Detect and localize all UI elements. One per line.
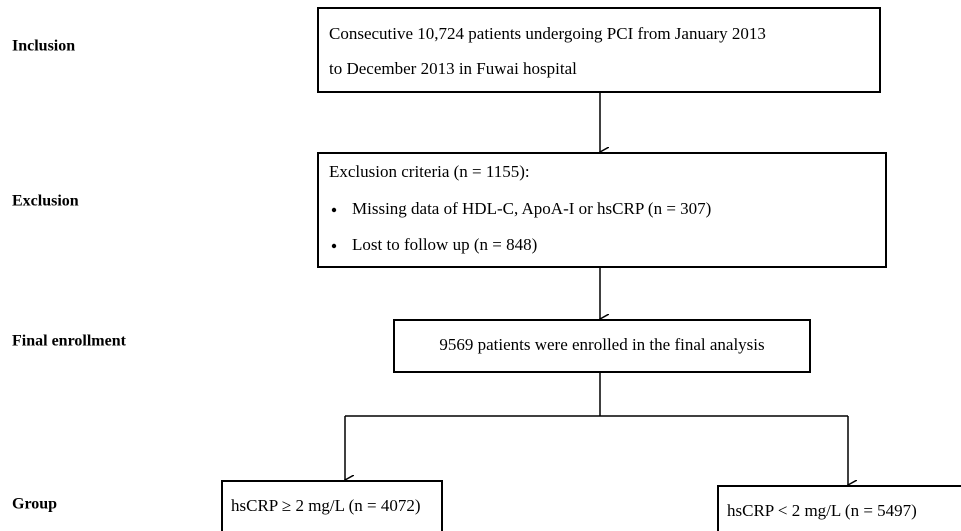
box-text: hsCRP < 2 mg/L (n = 5497) [727,501,917,520]
box-text: Lost to follow up (n = 848) [352,235,537,254]
box-text: to December 2013 in Fuwai hospital [329,59,577,78]
box [317,152,887,268]
bullet [331,207,337,213]
box-text: hsCRP ≥ 2 mg/L (n = 4072) [231,496,421,515]
bullet [331,243,337,249]
stage-label: Final enrollment [12,333,127,350]
box-text: 9569 patients were enrolled in the final… [439,335,764,354]
stage-label: Inclusion [12,38,75,55]
box-text: Exclusion criteria (n = 1155): [329,162,530,181]
box-text: Consecutive 10,724 patients undergoing P… [329,24,766,43]
box [221,480,443,531]
stage-label: Group [12,496,57,513]
stage-label: Exclusion [12,193,79,210]
box-text: Missing data of HDL-C, ApoA-I or hsCRP (… [352,199,711,218]
box [393,319,811,373]
box [717,485,961,531]
box [317,7,881,93]
